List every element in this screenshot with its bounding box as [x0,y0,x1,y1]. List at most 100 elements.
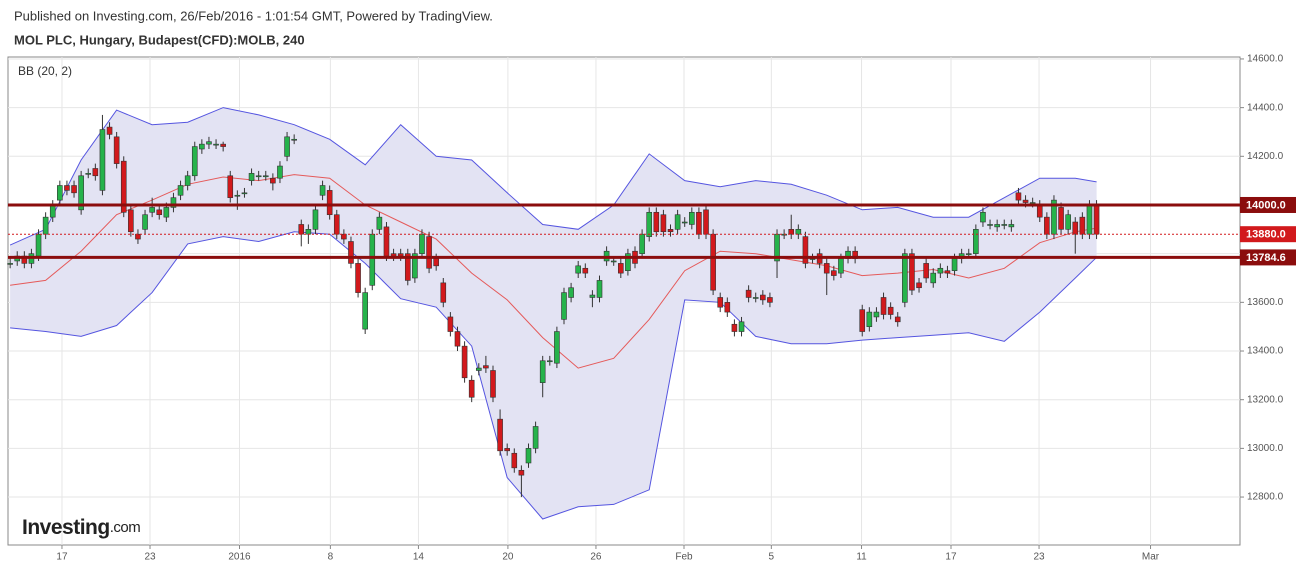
candle-body [504,448,510,452]
candle-body [177,185,184,196]
candle-body [362,292,368,330]
candle-body [674,214,681,230]
candle-body [220,143,226,147]
candle-body [497,418,503,452]
candle-body [873,311,880,318]
candle-body [404,253,411,281]
candle-body [348,241,354,264]
candle-body [831,270,837,276]
candle-body [397,253,404,257]
band-lower [10,231,1097,520]
x-tick-label: 23 [144,552,156,563]
candle-body [42,216,49,235]
candle-body [270,177,276,184]
candle-body [689,211,695,225]
candle-body [987,224,993,226]
candle-body [894,316,901,323]
candle-body [738,321,745,332]
y-tick-label: 14200.0 [1247,151,1284,162]
candle-body [433,258,439,267]
candle-body [199,143,205,150]
y-tick-label: 13600.0 [1247,297,1284,308]
candle-body [909,253,915,291]
candle-body [546,360,553,363]
candle-body [92,168,99,177]
band-fill [10,107,1097,519]
candle-body [64,185,70,191]
candle-body [646,211,653,237]
candle-body [703,209,709,235]
candle-body [156,209,163,216]
candle-body [184,175,191,186]
candle-body [234,194,241,197]
candle-body [568,287,574,298]
x-tick-label: 17 [56,552,68,563]
candle-body [78,175,84,211]
candle-body [589,294,596,298]
candle-body [1029,202,1036,204]
published-note: Published on Investing.com, 26/Feb/2016 … [14,8,493,23]
candle-body [319,185,326,196]
candle-body [951,258,958,271]
candle-body [838,258,844,274]
y-tick-label: 14400.0 [1247,102,1284,113]
candle-body [902,253,908,303]
band-upper [9,107,1097,246]
candle-body [752,297,759,299]
candle-body [973,229,979,254]
candle-body [859,309,866,332]
candle-body [227,175,234,198]
x-tick-label: 14 [413,552,425,563]
candle-body [1036,204,1043,218]
candle-body [880,297,887,315]
candle-body [937,267,944,274]
candle-body [944,270,951,274]
level-tag [1240,249,1296,266]
candle-body [1086,204,1093,235]
candle-body [696,211,702,235]
candle-body [980,211,986,223]
candle-body [426,236,432,269]
candle-body [525,448,532,464]
candle-body [681,221,688,224]
chart-title: MOL PLC, Hungary, Budapest(CFD):MOLB, 24… [14,32,305,47]
candle-body [291,138,297,141]
candle-body [490,370,496,398]
candle-body [618,263,624,274]
candle-body [355,263,361,293]
candle-body [724,302,731,313]
candle-body [376,216,383,230]
y-tick-label: 12800.0 [1247,492,1284,503]
x-tick-label: 8 [328,552,334,563]
candle-body [1001,224,1008,226]
candle-body [135,233,141,240]
candle-body [461,345,468,379]
y-tick-label: 14600.0 [1247,54,1284,65]
candle-body [1072,221,1079,235]
x-tick-label: 20 [502,552,514,563]
candle-body [823,263,830,274]
candle-body [660,214,667,233]
candle-body [511,452,518,469]
candle-body [965,253,972,255]
x-tick-label: 17 [945,552,957,563]
candle-body [206,141,212,145]
indicator-label: BB (20, 2) [18,64,72,78]
candle-body [99,129,106,191]
candle-body [561,292,567,320]
candle-body [625,253,631,271]
candle-body [390,253,397,257]
candle-body [120,160,127,213]
candle-body [667,229,674,233]
candle-body [923,263,929,279]
level-label: 13784.6 [1246,252,1286,264]
candle-body [85,173,92,175]
candle-body [248,173,255,181]
candle-body [49,204,56,218]
candle-body [241,192,248,195]
candle-body [333,214,340,235]
candle-body [305,229,312,235]
candle-body [1093,204,1100,235]
candle-body [163,207,170,218]
